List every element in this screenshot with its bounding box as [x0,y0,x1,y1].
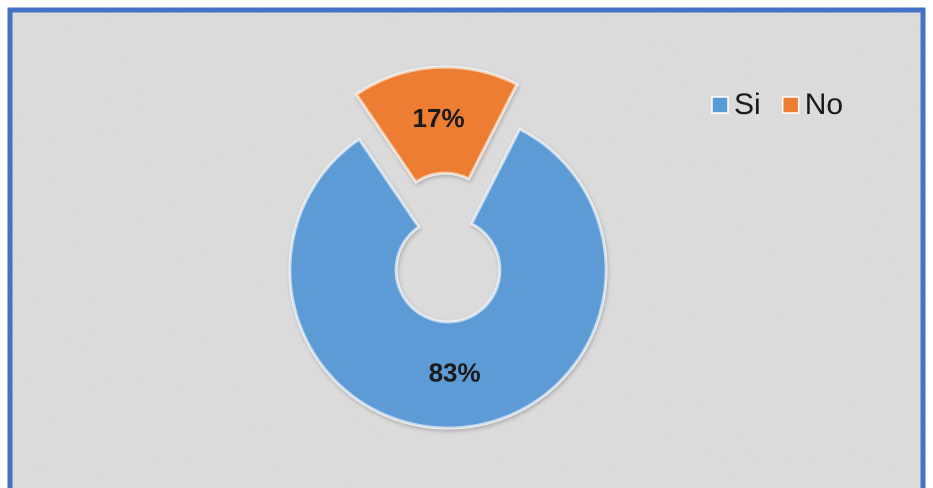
legend-swatch [711,96,729,114]
donut: 83% 17% [288,65,608,430]
legend-label: No [805,88,843,121]
legend: Si No [711,88,843,121]
slice [354,65,519,185]
data-label: 17% [413,103,465,133]
legend-label: Si [734,88,761,121]
slice [288,127,608,430]
frame [7,7,926,488]
data-label: 83% [429,358,481,388]
legend-swatch [781,96,800,114]
